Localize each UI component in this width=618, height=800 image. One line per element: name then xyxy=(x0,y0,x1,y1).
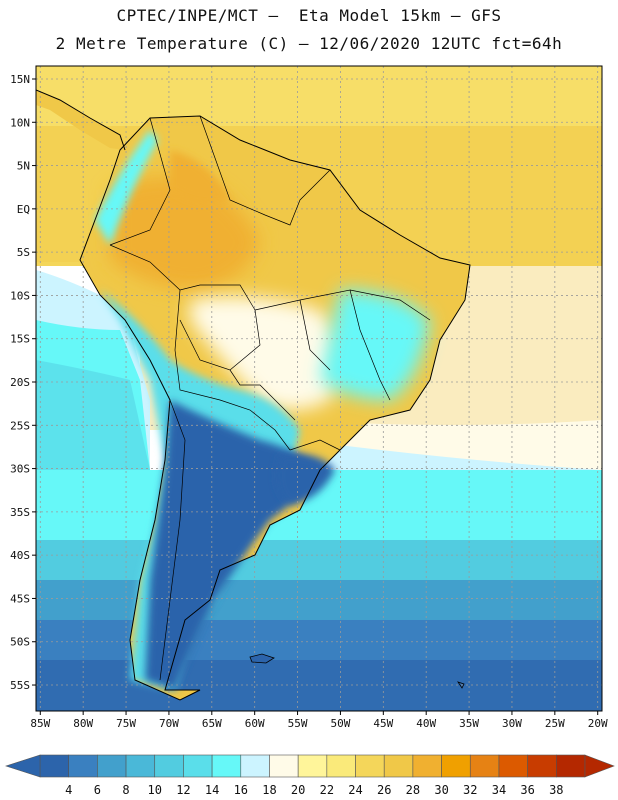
colorbar-swatch xyxy=(297,754,328,778)
colorbar-label: 30 xyxy=(434,783,448,797)
coastline xyxy=(79,115,471,701)
colorbar-label: 18 xyxy=(262,783,276,797)
lat-tick-label: 55S xyxy=(10,679,30,692)
lat-tick-label: 10N xyxy=(10,116,30,129)
colorbar-label: 34 xyxy=(492,783,506,797)
colorbar-right-arrow xyxy=(584,754,615,778)
lat-tick-label: 5N xyxy=(17,160,30,173)
lat-tick-label: 30S xyxy=(10,463,30,476)
colorbar-swatch xyxy=(125,754,156,778)
lon-tick-label: 30W xyxy=(502,717,522,730)
lat-tick-label: 10S xyxy=(10,289,30,302)
lat-tick-label: 50S xyxy=(10,636,30,649)
colorbar-swatch xyxy=(355,754,385,778)
cold-ocean-band xyxy=(36,540,602,580)
lat-tick-label: 40S xyxy=(10,549,30,562)
longitude-tick-labels: 85W 80W 75W 70W 65W 60W 55W 50W 45W 40W 35W 30W 25W 2… xyxy=(30,717,608,730)
colorbar-swatch xyxy=(498,754,528,778)
colorbar-label: 28 xyxy=(406,783,420,797)
colorbar-label: 10 xyxy=(148,783,162,797)
lat-tick-label: 5S xyxy=(17,246,30,259)
colorbar-label: 12 xyxy=(176,783,190,797)
colorbar-swatch xyxy=(68,754,98,778)
colorbar-left-arrow xyxy=(5,754,41,778)
south-georgia xyxy=(457,681,465,689)
colorbar-label: 24 xyxy=(348,783,362,797)
cool-northern-andes xyxy=(95,130,158,245)
map-frame xyxy=(35,65,603,712)
colorbar-swatch xyxy=(240,754,270,778)
lon-tick-label: 45W xyxy=(373,717,393,730)
lon-tick-label: 70W xyxy=(159,717,179,730)
colorbar-label: 6 xyxy=(94,783,101,797)
lat-tick-label: EQ xyxy=(17,203,30,216)
colorbar-label: 14 xyxy=(205,783,219,797)
colorbar-label: 26 xyxy=(377,783,391,797)
southern-ocean-coldest xyxy=(36,660,602,711)
colorbar-swatch xyxy=(39,754,69,778)
colorbar-swatch xyxy=(527,754,557,778)
central-america-land xyxy=(36,90,125,150)
colorbar-label: 38 xyxy=(549,783,563,797)
lat-tick-label: 15N xyxy=(10,73,30,86)
temperature-field xyxy=(36,66,602,711)
hot-interior-north xyxy=(110,176,260,290)
cool-se-brazil xyxy=(320,290,430,400)
lon-tick-label: 85W xyxy=(30,717,50,730)
graticule xyxy=(36,66,602,711)
colorbar-swatch xyxy=(183,754,213,778)
map-title-line-2: 2 Metre Temperature (C) – 12/06/2020 12U… xyxy=(55,34,563,53)
latitude-tick-labels: 15N 10N 5N EQ 5S 10S 15S 20S 25S 30S 35S 40S 45S 50S 5… xyxy=(10,73,30,692)
lon-tick-label: 25W xyxy=(545,717,565,730)
lat-tick-label: 25S xyxy=(10,419,30,432)
colorbar-label: 4 xyxy=(65,783,72,797)
lon-tick-label: 60W xyxy=(245,717,265,730)
lon-tick-label: 75W xyxy=(116,717,136,730)
caribbean-band xyxy=(36,66,602,126)
colorbar-label: 16 xyxy=(234,783,248,797)
colorbar-swatch xyxy=(469,754,500,778)
colorbar-label: 20 xyxy=(291,783,305,797)
colorbar-swatch xyxy=(556,754,586,778)
lat-tick-label: 20S xyxy=(10,376,30,389)
colorbar-swatch xyxy=(211,754,242,778)
colder-ocean-band xyxy=(36,580,602,620)
lon-tick-label: 65W xyxy=(202,717,222,730)
falkland-islands xyxy=(249,653,275,664)
lon-tick-label: 40W xyxy=(416,717,436,730)
central-america-coast xyxy=(36,89,126,151)
colorbar-label: 36 xyxy=(520,783,534,797)
colorbar-swatch xyxy=(326,754,356,778)
colorbar-label: 32 xyxy=(463,783,477,797)
map-title-line-1: CPTEC/INPE/MCT – Eta Model 15km – GFS xyxy=(116,6,502,25)
colorbar-swatch xyxy=(154,754,184,778)
lat-tick-label: 35S xyxy=(10,506,30,519)
lat-tick-label: 15S xyxy=(10,333,30,346)
colorbar-swatch xyxy=(383,754,414,778)
colorbar: 4 6 8 10 12 14 16 18 20 22 24 26 28 30 32 34 36 38 xyxy=(5,754,615,797)
lat-tick-label: 45S xyxy=(10,592,30,605)
hot-interior-orinoco xyxy=(170,150,230,204)
colorbar-label: 22 xyxy=(320,783,334,797)
colorbar-swatch xyxy=(412,754,442,778)
colorbar-label: 8 xyxy=(122,783,129,797)
lon-tick-label: 20W xyxy=(588,717,608,730)
country-borders xyxy=(109,115,431,681)
lon-tick-label: 35W xyxy=(459,717,479,730)
lon-tick-label: 55W xyxy=(288,717,308,730)
lon-tick-label: 50W xyxy=(331,717,351,730)
lon-tick-label: 80W xyxy=(73,717,93,730)
colorbar-swatch xyxy=(441,754,471,778)
pacific-cold-zone xyxy=(36,360,150,470)
colorbar-swatch xyxy=(269,754,299,778)
colorbar-swatch xyxy=(97,754,127,778)
cold-uruguay xyxy=(276,454,335,505)
